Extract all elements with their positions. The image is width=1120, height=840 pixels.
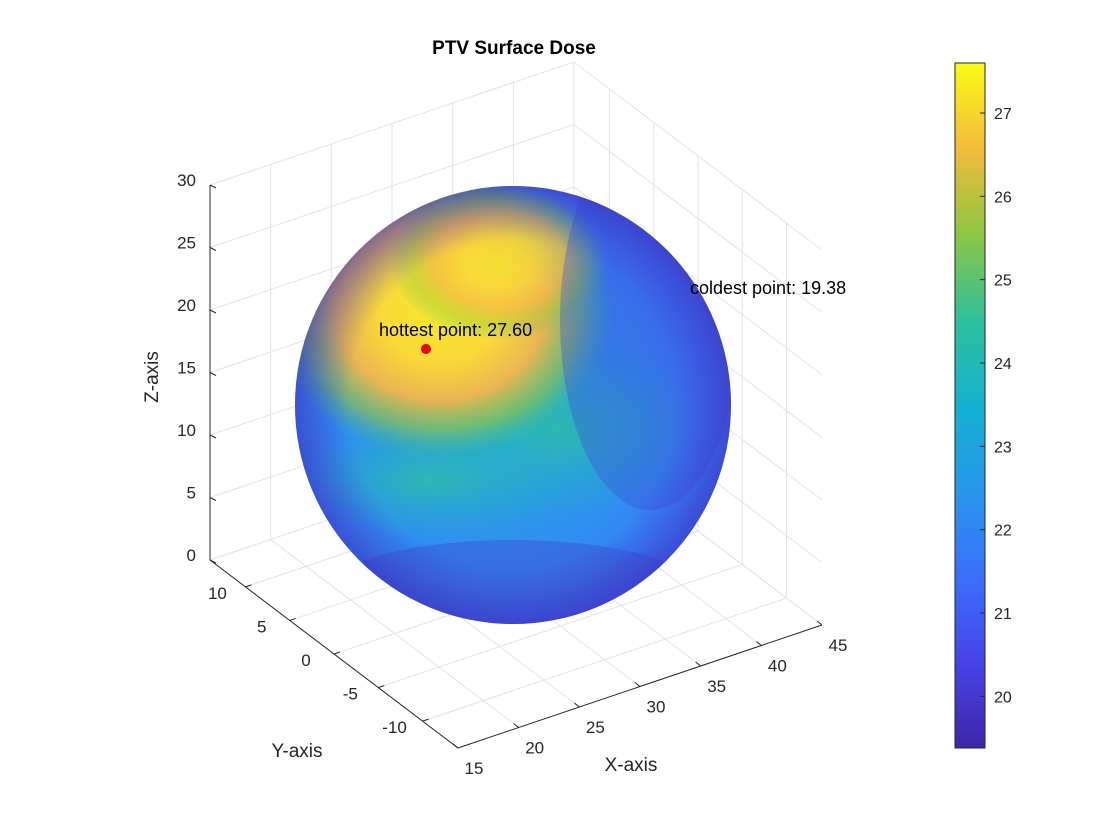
x-tick-label: 15 — [465, 759, 484, 778]
z-axis-label: Z-axis — [142, 351, 163, 403]
y-axis-label: Y-axis — [271, 741, 322, 762]
colorbar-tick-label: 21 — [994, 606, 1012, 623]
z-tick-labels: 0 5 10 15 20 25 30 — [177, 171, 196, 565]
tick-marks — [209, 184, 823, 749]
x-tick-label: 40 — [768, 657, 787, 676]
hottest-point-marker — [421, 344, 431, 354]
y-tick-label: 0 — [301, 651, 310, 670]
z-tick-label: 0 — [187, 546, 196, 565]
x-tick-label: 30 — [647, 698, 666, 717]
z-tick-label: 20 — [177, 296, 196, 315]
colorbar-tick-label: 27 — [994, 106, 1012, 123]
x-tick-label: 45 — [829, 636, 848, 655]
x-axis-label: X-axis — [605, 755, 658, 776]
y-tick-label: -5 — [343, 685, 358, 704]
z-tick-label: 5 — [187, 484, 196, 503]
chart-title: PTV Surface Dose — [432, 38, 596, 59]
hottest-point-label: hottest point: 27.60 — [379, 320, 532, 340]
z-tick-label: 30 — [177, 171, 196, 190]
x-tick-label: 20 — [525, 739, 544, 758]
colorbar-ticks: 20 21 22 23 24 25 26 27 — [980, 106, 1012, 706]
y-tick-label: -10 — [382, 718, 407, 737]
colorbar-tick-label: 20 — [994, 689, 1012, 706]
z-tick-label: 15 — [177, 359, 196, 378]
z-tick-label: 25 — [177, 234, 196, 253]
colorbar-tick-label: 23 — [994, 439, 1012, 456]
colorbar-tick-label: 22 — [994, 523, 1012, 540]
colorbar-tick-label: 26 — [994, 189, 1012, 206]
x-tick-label: 25 — [586, 718, 605, 737]
colorbar: 20 21 22 23 24 25 26 27 — [954, 62, 1012, 749]
dose-surface — [295, 186, 731, 624]
y-tick-label: 10 — [208, 584, 227, 603]
colorbar-gradient — [954, 62, 986, 749]
y-tick-label: 5 — [257, 617, 266, 636]
colorbar-tick-label: 25 — [994, 273, 1012, 290]
colorbar-tick-label: 24 — [994, 356, 1012, 373]
z-tick-label: 10 — [177, 421, 196, 440]
x-tick-label: 35 — [707, 677, 726, 696]
y-tick-labels: 10 5 0 -5 -10 — [208, 584, 407, 737]
x-tick-labels: 15 20 25 30 35 40 45 — [465, 636, 848, 778]
coldest-point-label: coldest point: 19.38 — [690, 278, 846, 298]
